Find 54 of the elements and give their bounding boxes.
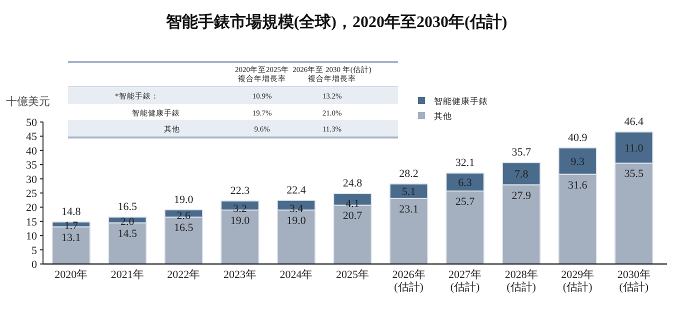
data-label: 7.8 bbox=[514, 168, 529, 181]
x-tick-label: 2022年 bbox=[167, 269, 200, 281]
legend-label: 智能健康手錶 bbox=[434, 96, 488, 106]
data-label: 11.0 bbox=[624, 142, 644, 155]
x-tick-label: 2020年 bbox=[54, 269, 88, 281]
y-tick-label: 50 bbox=[26, 117, 38, 129]
data-label: 13.1 bbox=[62, 232, 81, 244]
data-label: 5.1 bbox=[402, 186, 416, 198]
data-label: 14.5 bbox=[118, 228, 138, 240]
x-tick-label: 2024年 bbox=[280, 269, 313, 281]
y-tick-label: 15 bbox=[26, 216, 38, 228]
total-label: 22.4 bbox=[286, 184, 306, 196]
y-axis-title: 十億美元 bbox=[6, 95, 50, 108]
y-tick-label: 30 bbox=[26, 174, 38, 186]
x-tick-label: 2025年 bbox=[336, 269, 369, 281]
total-label: 46.4 bbox=[624, 116, 644, 128]
data-label: 31.6 bbox=[568, 179, 588, 192]
data-label: 23.1 bbox=[399, 203, 418, 216]
data-label: 19.0 bbox=[230, 215, 250, 228]
y-tick-label: 10 bbox=[26, 230, 38, 243]
x-tick-label: 2028年 (估計) bbox=[504, 269, 538, 294]
data-label: 9.3 bbox=[570, 156, 585, 168]
x-tick-label: 2026年 (估計) bbox=[392, 269, 426, 294]
x-tick-label: 2029年 (估計) bbox=[561, 269, 594, 294]
legend-label: 其他 bbox=[434, 111, 452, 121]
x-tick-label: 2027年 (估計) bbox=[448, 269, 482, 294]
data-label: 6.3 bbox=[458, 177, 472, 190]
total-label: 14.8 bbox=[62, 206, 82, 218]
y-tick-label: 20 bbox=[26, 202, 38, 214]
total-label: 35.7 bbox=[512, 146, 532, 159]
total-label: 28.2 bbox=[399, 168, 418, 180]
data-label: 20.7 bbox=[342, 210, 363, 222]
total-label: 32.1 bbox=[455, 157, 475, 170]
total-label: 22.3 bbox=[230, 184, 250, 197]
y-tick-label: 5 bbox=[32, 244, 38, 257]
y-tick-label: 40 bbox=[26, 145, 38, 158]
x-tick-label: 2021年 bbox=[110, 269, 144, 281]
y-tick-label: 0 bbox=[32, 259, 38, 271]
total-label: 24.8 bbox=[342, 178, 363, 190]
total-label: 16.5 bbox=[118, 201, 138, 214]
data-label: 19.0 bbox=[286, 215, 306, 228]
y-tick-label: 45 bbox=[26, 131, 38, 144]
data-label: 4.1 bbox=[346, 198, 360, 210]
y-tick-label: 35 bbox=[26, 160, 38, 172]
y-tick-label: 25 bbox=[26, 188, 38, 200]
x-tick-label: 2023年 bbox=[223, 269, 256, 281]
data-label: 25.7 bbox=[455, 196, 476, 208]
data-label: 27.9 bbox=[512, 190, 532, 202]
total-label: 19.0 bbox=[174, 194, 194, 206]
chart-title: 智能手錶市場規模(全球)，2020年至2030年(估計) bbox=[164, 13, 508, 31]
data-label: 16.5 bbox=[174, 222, 194, 234]
total-label: 40.9 bbox=[568, 132, 588, 144]
x-tick-label: 2030年 (估計) bbox=[617, 269, 650, 294]
data-label: 35.5 bbox=[624, 168, 644, 180]
